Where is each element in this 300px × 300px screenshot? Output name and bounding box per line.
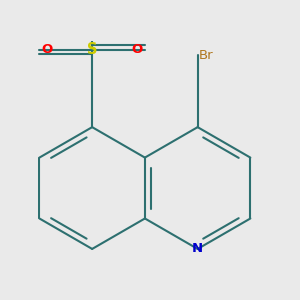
Text: O: O	[41, 43, 52, 56]
Text: O: O	[132, 43, 143, 56]
Text: N: N	[192, 242, 203, 255]
Text: S: S	[87, 42, 98, 57]
Text: Br: Br	[199, 49, 213, 62]
